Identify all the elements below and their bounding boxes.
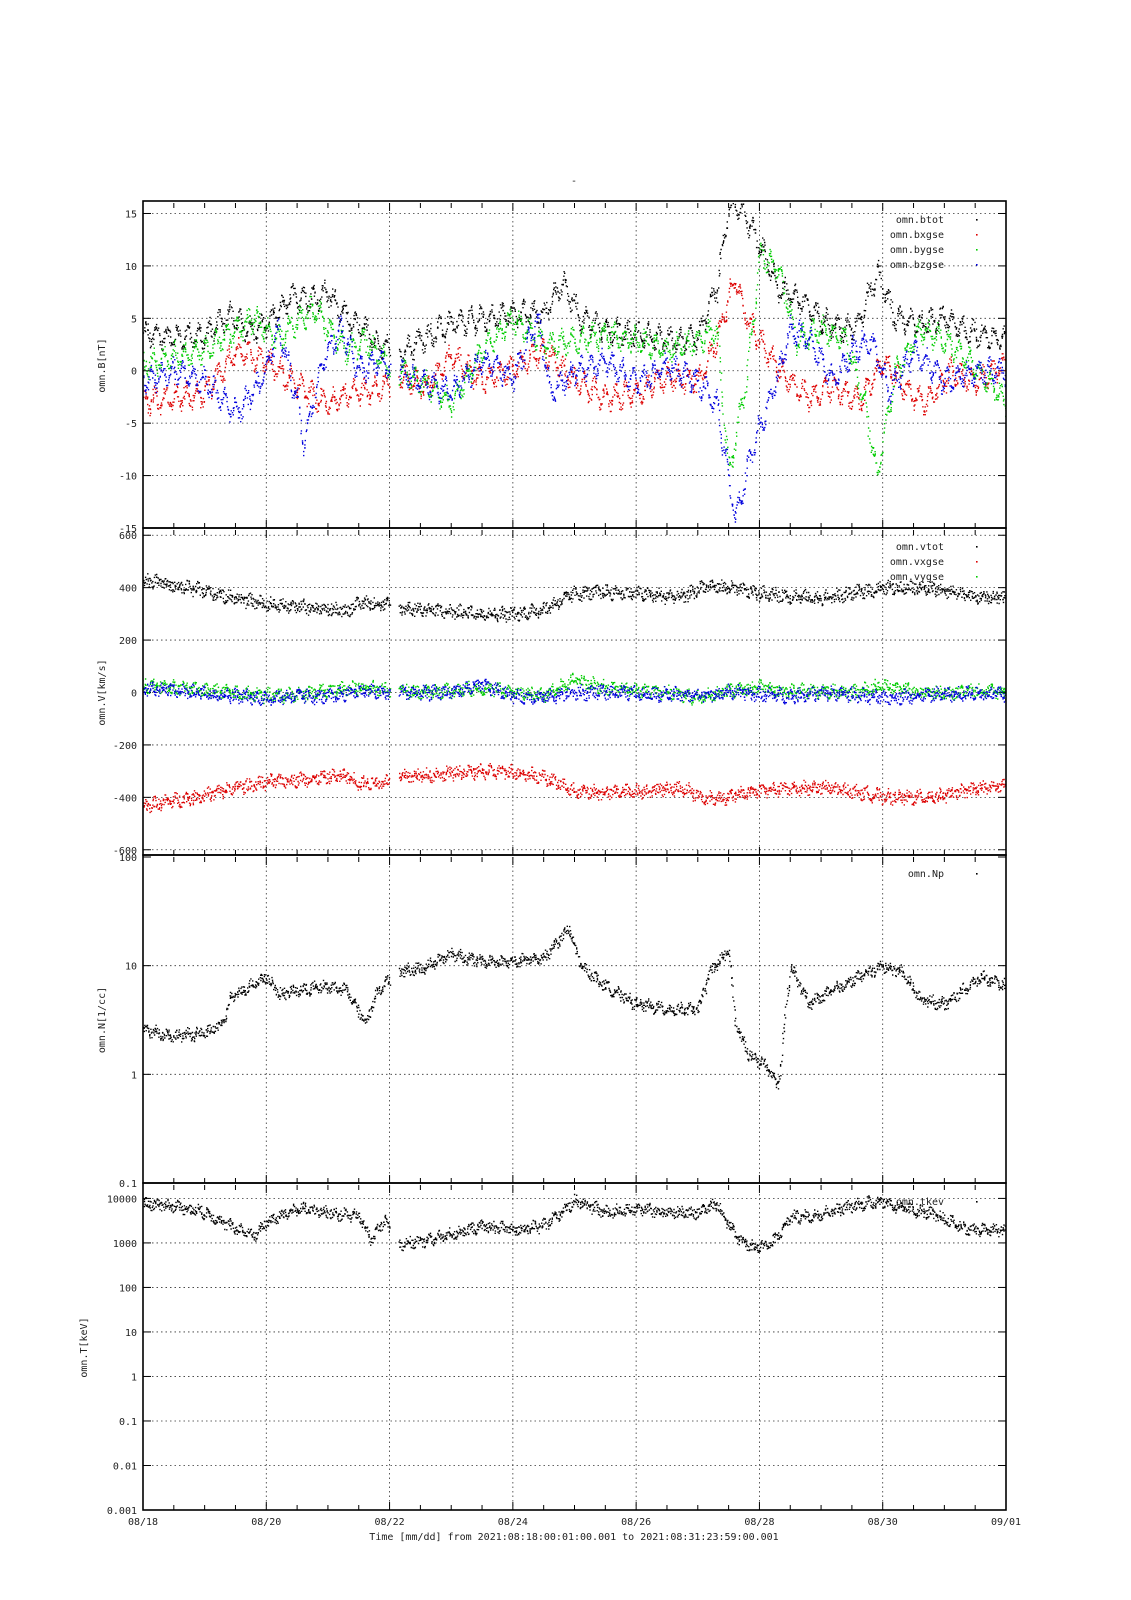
y-tick-label: 400 [119,584,137,595]
y-tick-label: 1 [131,1372,137,1383]
series-marks [143,925,1006,1090]
y-tick-label: 15 [125,209,137,220]
x-tick-label: 08/20 [251,1517,281,1528]
y-tick-label: -600 [113,846,137,857]
y-tick-label: 10 [125,962,137,973]
legend-marker [976,219,978,221]
panel-N: 0.1 1 10 100 omn.Np omn.N[1/cc] [97,853,1007,1190]
panels: -15-10-5051015omn.btotomn.bxgseomn.bygse… [79,200,1007,1517]
series-marks [143,1193,1006,1253]
legend-marker [976,1201,978,1203]
legend-marker [976,561,978,563]
y-axis-title: omn.B[nT] [97,338,108,392]
y-tick-label: 0.1 [119,1179,137,1190]
series-points [143,573,1006,623]
y-tick-label: -400 [113,793,137,804]
panel-frame [142,1182,1007,1511]
y-tick-label: -10 [119,472,137,483]
legend-entry-label: omn.vygse [890,572,944,583]
series-points [143,313,1006,523]
legend-entry-label: omn.tkev [896,1197,944,1208]
legend-entry-label: omn.btot [896,215,944,226]
series-omn.bzgse [143,313,1006,523]
series-omn.Np [143,925,1006,1090]
y-tick-label: 0.1 [119,1417,137,1428]
y-tick-label: 0 [131,689,137,700]
legend-marker [976,873,978,875]
y-tick-label: -200 [113,741,137,752]
series-points [143,1193,1006,1253]
legend: omn.Np [908,869,978,880]
x-tick-label: 08/28 [744,1517,774,1528]
y-axis-title: omn.T[keV] [79,1317,90,1377]
series-omn.btot [143,203,1006,369]
legend-entry-label: omn.Np [908,869,944,880]
x-axis-title: Time [mm/dd] from 2021:08:18:00:01:00.00… [369,1532,778,1543]
legend-entry-label: omn.bygse [890,245,944,256]
legend-entry-label: omn.bzgse [890,260,944,271]
y-tick-label: 5 [131,314,137,325]
series-points [143,278,1006,417]
legend: omn.vtot omn.vxgse omn.vygse [890,542,978,583]
y-tick-label: 200 [119,636,137,647]
y-tick-label: 10 [125,1328,137,1339]
legend-marker [976,264,978,266]
y-tick-label: 10000 [107,1194,137,1205]
series-omn.bxgse [143,278,1006,417]
y-axis-title: omn.V[km/s] [97,659,108,725]
y-tick-label: 600 [119,531,137,542]
y-tick-label: 1 [131,1070,137,1081]
y-tick-label: 0.01 [113,1461,137,1472]
y-axis-title: omn.N[1/cc] [97,987,108,1053]
legend-marker [976,546,978,548]
x-axis-tick-labels: 08/18 08/20 08/22 08/24 08/26 08/28 08/30 09/01 [128,1517,1021,1528]
series-points [143,203,1006,369]
x-tick-label: 08/26 [621,1517,651,1528]
legend-entry-label: omn.vxgse [890,557,944,568]
y-tick-label: 0 [131,367,137,378]
legend-marker [976,576,978,578]
panel-B: -15 -10 -5 0 5 10 15 omn.btot omn.bxgse omn.bygse… [97,200,1007,535]
x-tick-label: 08/30 [868,1517,898,1528]
panel-V: -600-400-2000200400600omn.vtotomn.vxgseo… [97,527,1007,857]
series-unnamed-3 [143,678,1006,706]
figure-title-mark: - [571,176,577,187]
y-tick-label: -5 [125,419,137,430]
panel-T: 0.001 0.01 0.1 1 10 100 1000 10000 omn.tkev omn.T… [79,1182,1007,1517]
series-marks [143,203,1006,523]
y-tick-label: -15 [119,524,137,535]
y-tick-label: 10 [125,262,137,273]
y-tick-label: 100 [119,1283,137,1294]
series-points [143,763,1006,814]
series-omn.tkev [143,1193,1006,1253]
panel-frame [142,854,1007,1184]
series-marks [143,573,1006,814]
legend: omn.tkev [896,1197,978,1208]
series-omn.vxgse [143,763,1006,814]
series-points [143,678,1006,706]
legend: omn.btot omn.bxgse omn.bygse omn.bzgse [890,215,978,271]
legend-marker [976,234,978,236]
y-tick-label: 1000 [113,1239,137,1250]
series-omn.vtot [143,573,1006,623]
x-tick-label: 08/18 [128,1517,158,1528]
y-tick-label: 100 [119,853,137,864]
x-tick-label: 08/24 [498,1517,528,1528]
x-tick-label: 09/01 [991,1517,1021,1528]
legend-entry-label: omn.bxgse [890,230,944,241]
x-tick-label: 08/22 [375,1517,405,1528]
legend-marker [976,249,978,251]
series-points [143,925,1006,1090]
y-tick-label: 0.001 [107,1506,137,1517]
legend-entry-label: omn.vtot [896,542,944,553]
